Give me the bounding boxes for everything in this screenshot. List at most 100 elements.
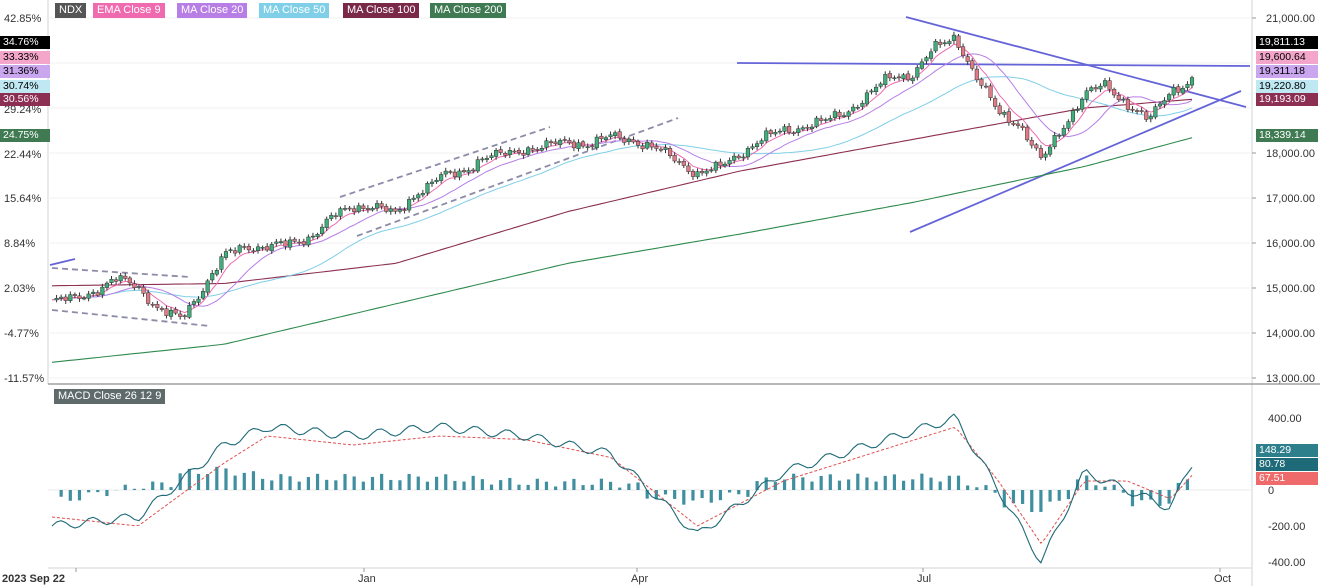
right-axis-tick: 16,000.00 — [1266, 238, 1315, 250]
candle-body — [594, 136, 599, 148]
macd-hist-bar — [1112, 484, 1116, 490]
candle-body — [938, 41, 943, 45]
candle-body — [603, 137, 609, 140]
candle-body — [1057, 135, 1062, 137]
candle-body — [1029, 140, 1034, 146]
candle-body — [1157, 103, 1163, 107]
candle-body — [832, 111, 837, 118]
candle-body — [356, 205, 361, 212]
candle-body — [342, 208, 348, 210]
candle-body — [100, 286, 105, 296]
candle-body — [874, 86, 879, 92]
macd-hist-bar — [654, 490, 658, 500]
candle-body — [709, 169, 714, 172]
candle-body — [837, 111, 842, 117]
candle-body — [173, 309, 178, 314]
candle-body — [1148, 116, 1153, 120]
candle-body — [970, 60, 975, 69]
macd-hist-bar — [517, 484, 521, 490]
macd-hist-bar — [224, 468, 228, 490]
candle-body — [1167, 94, 1172, 101]
candle-body — [681, 161, 686, 166]
candle-body — [1034, 144, 1039, 149]
candle-body — [507, 150, 512, 155]
channel-bottom-left — [51, 309, 211, 327]
candle-body — [663, 147, 668, 150]
candle-body — [402, 209, 407, 211]
macd-hist-bar — [444, 474, 448, 490]
candle-body — [489, 155, 494, 158]
candle-body — [384, 206, 389, 212]
macd-hist-bar — [865, 477, 869, 490]
candle-body — [315, 234, 320, 237]
candle-body — [361, 205, 366, 209]
legend-ema9[interactable]: EMA Close 9 — [93, 3, 165, 18]
ma100-line — [51, 98, 1193, 287]
candle-body — [800, 127, 805, 130]
macd-hist-bar — [105, 490, 109, 497]
legend-ma100[interactable]: MA Close 100 — [343, 3, 420, 18]
macd-hist-bar — [480, 479, 484, 490]
legend-ma200[interactable]: MA Close 200 — [430, 3, 507, 18]
candle-body — [1144, 111, 1149, 120]
candle-body — [288, 239, 293, 248]
candle-body — [635, 140, 641, 146]
candle-body — [722, 163, 728, 167]
legend-macd[interactable]: MACD Close 26 12 9 — [54, 389, 166, 404]
candle-body — [379, 203, 384, 207]
candle-body — [429, 181, 435, 184]
candle-body — [347, 207, 352, 210]
legend-ma50[interactable]: MA Close 50 — [259, 3, 330, 18]
candle-body — [1153, 106, 1158, 118]
right-axis-tick: 17,000.00 — [1266, 193, 1315, 205]
candle-body — [411, 197, 416, 200]
macd-hist-bar — [526, 484, 530, 490]
candle-body — [1070, 110, 1076, 122]
candle-body — [178, 313, 183, 317]
x-axis-label: Jan — [358, 573, 376, 585]
legend-ma20[interactable]: MA Close 20 — [177, 3, 248, 18]
candle-body — [1176, 86, 1181, 93]
candle-body — [141, 286, 146, 294]
candle-body — [320, 226, 325, 235]
candle-body — [132, 283, 137, 288]
candle-body — [1043, 153, 1048, 158]
candlesticks — [54, 31, 1195, 320]
candle-body — [443, 170, 448, 175]
macd-tag-macd: 80.78 — [1256, 458, 1318, 471]
candle-body — [571, 141, 576, 149]
macd-hist-bar — [1149, 490, 1153, 500]
candle-body — [668, 148, 673, 156]
macd-hist-bar — [169, 487, 173, 490]
candle-body — [942, 42, 947, 45]
macd-hist-bar — [407, 473, 411, 490]
legend-symbol[interactable]: NDX — [55, 3, 87, 18]
macd-hist-bar — [434, 476, 439, 490]
channel-bottom-mid — [356, 117, 679, 237]
right-tag-ma200: 18,339.14 — [1256, 129, 1318, 142]
candle-body — [530, 148, 535, 151]
macd-hist-bar — [1057, 490, 1061, 501]
candle-body — [883, 74, 888, 86]
candle-body — [1125, 99, 1130, 110]
macd-hist-bar — [1021, 490, 1025, 504]
candle-body — [420, 193, 425, 196]
macd-axis-zero: 0 — [1268, 485, 1274, 497]
macd-hist-bar — [828, 474, 832, 490]
candle-body — [851, 106, 856, 112]
macd-hist-bar — [1066, 490, 1070, 500]
candle-body — [86, 293, 91, 299]
macd-hist-bar — [1011, 490, 1016, 504]
candle-body — [558, 140, 563, 145]
macd-hist-bar — [792, 473, 796, 490]
candle-body — [599, 135, 604, 140]
macd-hist-bar — [297, 481, 301, 490]
macd-hist-bar — [782, 479, 787, 490]
candle-body — [768, 130, 773, 135]
left-tag-close: 34.76% — [0, 36, 50, 49]
macd-hist-bar — [764, 477, 768, 490]
candle-body — [77, 295, 82, 299]
candle-body — [516, 150, 522, 153]
candle-body — [59, 296, 64, 299]
